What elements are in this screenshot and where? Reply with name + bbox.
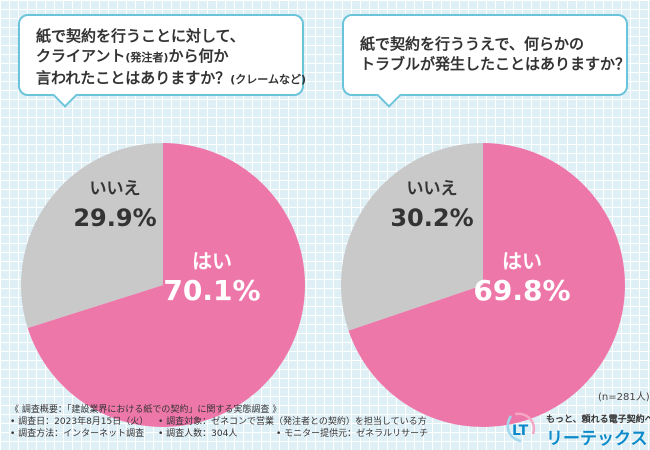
- logo-tagline: もっと、頼れる電子契約へ: [546, 415, 650, 425]
- pie-1-slice-no: [20, 143, 163, 329]
- question-1-text: 紙で契約を行うことに対して、 クライアント(発注者)から何か 言われたことはあり…: [36, 26, 306, 90]
- pie-1-category-label-yes: はい: [192, 249, 232, 273]
- pie-2-category-label-no: いいえ: [407, 179, 458, 199]
- pie-1-category-label-no: いいえ: [90, 179, 141, 199]
- survey-title: 《 調査概要：「建設業界における紙での契約」に関する実態調査 》: [10, 405, 282, 415]
- pie-2-value-label-no: 30.2%: [390, 204, 473, 232]
- survey-method: • 調査方法：インターネット調査: [10, 429, 145, 439]
- question-1-line-1: 紙で契約を行うことに対して、: [36, 27, 245, 45]
- survey-count: • 調査人数：304人: [158, 429, 238, 439]
- question-1-ask: 言われたことはありますか？: [36, 69, 231, 87]
- question-1-line-3: 言われたことはありますか？(クレームなど): [36, 68, 306, 90]
- question-1-line-2: クライアント(発注者)から何か: [36, 46, 302, 68]
- pie-1-value-label-yes: 70.1%: [163, 274, 260, 307]
- pie-1-value-label-no: 29.9%: [73, 204, 156, 232]
- survey-target: • 調査対象：ゼネコンで営業（発注者との契約）を担当している方: [158, 417, 427, 427]
- question-2-bubble: 紙で契約を行ううえで、何らかの トラブルが発生したことはありますか？: [342, 14, 631, 96]
- pie-2-category-label-yes: はい: [502, 249, 542, 273]
- question-1-client-tail: から何か: [168, 47, 229, 65]
- question-2-text: 紙で契約を行ううえで、何らかの トラブルが発生したことはありますか？: [360, 34, 631, 74]
- question-1-client: クライアント: [36, 47, 126, 65]
- logo-mark-text: LT: [512, 423, 529, 439]
- pie-2-slice-yes: [348, 143, 626, 427]
- survey-overview: 《 調査概要：「建設業界における紙での契約」に関する実態調査 》 • 調査日：2…: [10, 404, 428, 440]
- pie-1-slice-yes: [27, 143, 305, 427]
- pie-2-value-label-yes: 69.8%: [473, 274, 570, 307]
- lt-logo-icon: LT: [506, 412, 536, 443]
- question-2-line-2: トラブルが発生したことはありますか？: [360, 55, 631, 73]
- logo-name: リーテックス: [546, 429, 648, 449]
- brand-logo: LT もっと、頼れる電子契約へ リーテックス: [503, 410, 650, 449]
- question-2-line-1: 紙で契約を行ううえで、何らかの: [360, 35, 584, 53]
- survey-row-1: • 調査日：2023年8月15日（火） • 調査対象：ゼネコンで営業（発注者との…: [10, 416, 428, 428]
- question-1-ask-note: (クレームなど): [230, 73, 306, 86]
- survey-provider: • モニター提供元：ゼネラルリサーチ: [276, 429, 429, 439]
- survey-date: • 調査日：2023年8月15日（火）: [10, 417, 149, 427]
- question-1-client-note: (発注者): [125, 51, 169, 64]
- question-1-bubble: 紙で契約を行うことに対して、 クライアント(発注者)から何か 言われたことはあり…: [18, 14, 306, 96]
- sample-size-note: (n=281人): [598, 392, 650, 403]
- pie-2-slice-no: [341, 143, 483, 331]
- survey-row-2: • 調査方法：インターネット調査 • 調査人数：304人 • モニター提供元：ゼ…: [10, 428, 428, 440]
